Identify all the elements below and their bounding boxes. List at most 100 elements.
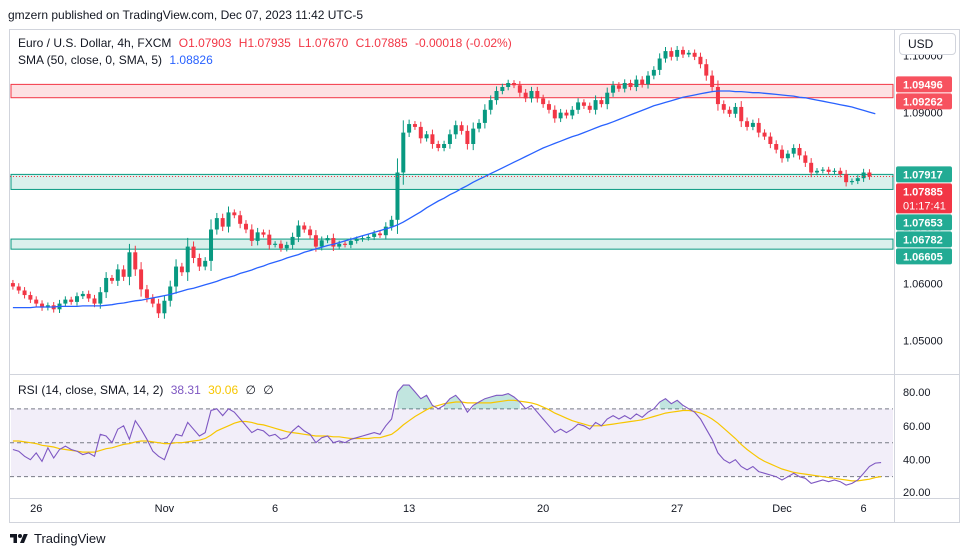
candle <box>803 151 808 167</box>
candle <box>581 99 586 109</box>
candle-body <box>669 51 674 57</box>
candle <box>331 233 336 252</box>
candle-body <box>622 83 627 89</box>
candle <box>605 87 610 110</box>
sma-value: 1.08826 <box>169 53 213 67</box>
ohlc-open: O1.07903 <box>178 36 232 50</box>
candle <box>40 300 45 311</box>
candle-body <box>529 90 534 99</box>
candle-body <box>646 75 651 85</box>
candle <box>849 178 854 185</box>
candle <box>657 53 662 76</box>
candle-body <box>750 122 755 127</box>
candle <box>249 224 254 247</box>
candle-body <box>459 125 464 131</box>
symbol-legend[interactable]: Euro / U.S. Dollar, 4h, FXCM O1.07903 H1… <box>18 36 516 50</box>
candle-body <box>401 132 406 173</box>
candle <box>424 131 429 142</box>
candle <box>797 143 802 160</box>
candle-body <box>389 219 394 227</box>
candle <box>179 262 184 276</box>
currency-button[interactable]: USD <box>899 33 956 55</box>
candle-body <box>780 149 785 159</box>
candle <box>564 109 569 119</box>
candle-body <box>290 236 295 245</box>
candle-body <box>278 243 283 249</box>
price-label-text: 1.09496 <box>903 79 943 91</box>
candle-body <box>675 49 680 57</box>
candle <box>174 259 179 294</box>
candle <box>791 144 796 158</box>
candle-body <box>494 90 499 101</box>
candle-body <box>593 100 598 110</box>
candle-body <box>348 240 353 245</box>
rsi-ma-line <box>12 399 882 482</box>
candle <box>680 46 685 58</box>
candle-body <box>791 147 796 154</box>
sma-line <box>10 90 893 309</box>
sma-legend[interactable]: SMA (50, close, 0, SMA, 5) 1.08826 <box>18 53 217 67</box>
candle <box>203 257 208 271</box>
rsi-ma-value: 30.06 <box>208 383 239 397</box>
time-tick-label: 20 <box>537 503 549 515</box>
candle <box>756 118 761 138</box>
candle <box>209 219 214 271</box>
candle <box>488 95 493 115</box>
candle-body <box>727 109 732 114</box>
candle <box>459 121 464 135</box>
candle-body <box>756 122 761 133</box>
ohlc-low: L1.07670 <box>298 36 349 50</box>
candle <box>69 296 74 305</box>
candle <box>512 80 517 89</box>
price-label: 1.06782 <box>896 231 952 248</box>
candle <box>401 120 406 185</box>
candle <box>238 210 243 229</box>
candle-body <box>383 226 388 236</box>
candle <box>261 229 266 238</box>
candle <box>418 121 423 144</box>
candle <box>430 129 435 149</box>
candle-body <box>605 92 610 105</box>
candle-body <box>325 238 330 241</box>
candle-body <box>377 233 382 236</box>
candle-body <box>704 64 709 76</box>
ohlc-change: -0.00018 (-0.02%) <box>414 36 512 50</box>
candle-body <box>558 112 563 119</box>
candle-body <box>104 277 109 293</box>
candle <box>867 169 872 180</box>
candle <box>587 102 592 114</box>
candle-body <box>855 178 860 182</box>
ohlc-high: H1.07935 <box>238 36 291 50</box>
time-tick-label: 6 <box>272 503 278 515</box>
candle-body <box>331 238 336 247</box>
time-tick-label: Dec <box>772 503 792 515</box>
candle <box>832 168 837 175</box>
candle <box>267 229 272 250</box>
candle <box>785 150 790 162</box>
candle <box>704 59 709 81</box>
rsi-value: 38.31 <box>170 383 201 397</box>
candle <box>838 167 843 178</box>
candle-body <box>832 170 837 172</box>
candle <box>343 241 348 248</box>
candle <box>739 101 744 128</box>
symbol-title: Euro / U.S. Dollar, 4h, FXCM <box>18 36 172 50</box>
candle <box>28 291 33 304</box>
sma-50-line <box>12 90 876 309</box>
price-label: 1.06605 <box>896 248 952 265</box>
candle <box>442 140 447 152</box>
zones <box>10 83 894 250</box>
candle-body <box>506 83 511 87</box>
rsi-legend[interactable]: RSI (14, close, SMA, 14, 2) 38.31 30.06 … <box>18 383 278 397</box>
candle <box>535 86 540 103</box>
candle-body <box>663 51 668 59</box>
candle <box>710 70 715 93</box>
candle-body <box>721 104 726 110</box>
price-label-text: 1.06782 <box>903 234 943 246</box>
candle <box>570 106 575 120</box>
ohlc-close: C1.07885 <box>355 36 408 50</box>
candle-body <box>424 134 429 139</box>
price-tick-label: 1.06000 <box>903 279 943 291</box>
candle <box>663 46 668 63</box>
